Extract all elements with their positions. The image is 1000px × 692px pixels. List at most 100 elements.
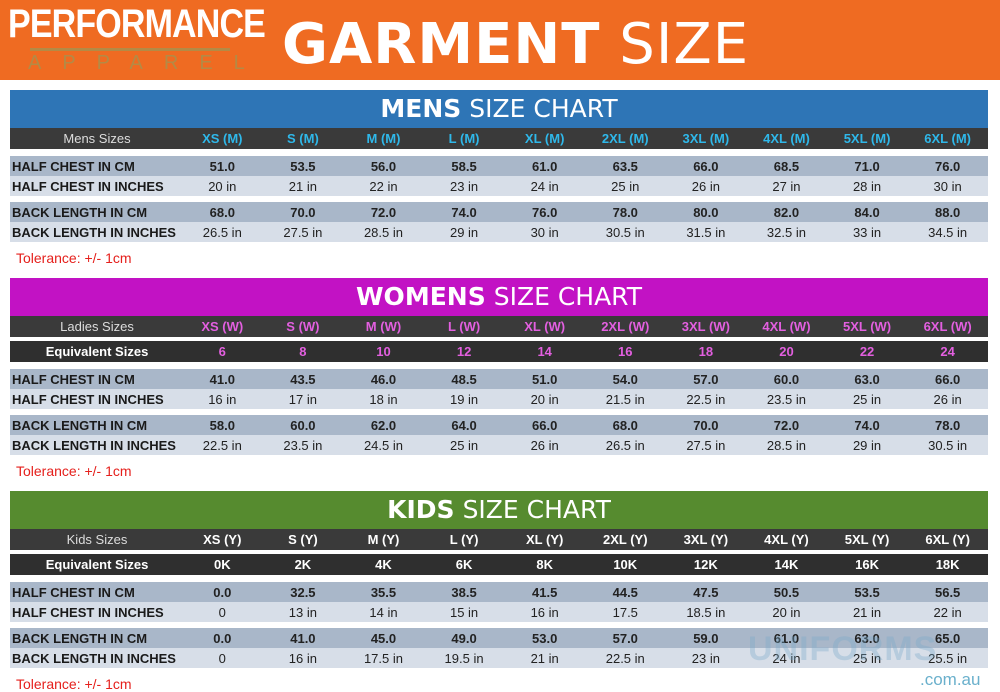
table-cell: 20 in bbox=[772, 604, 801, 620]
table-cell: 62.0 bbox=[370, 417, 397, 433]
equivalent-size: 16 bbox=[618, 344, 633, 359]
table-cell: 72.0 bbox=[370, 204, 397, 220]
table-cell: 71.0 bbox=[854, 158, 880, 174]
womens-banner-bold: WOMENS bbox=[355, 282, 486, 311]
table-cell: 26.5 in bbox=[202, 224, 242, 240]
size-header: S (W) bbox=[286, 319, 320, 334]
row-label: BACK LENGTH IN CM bbox=[12, 630, 148, 646]
table-cell: 16 in bbox=[530, 604, 559, 620]
equivalent-size: 12 bbox=[456, 344, 472, 359]
table-cell: 66.0 bbox=[693, 158, 719, 174]
table-cell: 27 in bbox=[772, 178, 801, 194]
size-header: XL (Y) bbox=[526, 532, 564, 547]
table-cell: 50.5 bbox=[773, 584, 800, 600]
womens-equivalent-row: Equivalent Sizes 6 8 10 12 14 16 18 20 22 24 bbox=[10, 341, 988, 362]
table-cell: 30.5 in bbox=[605, 224, 645, 240]
table-cell: 25.5 in bbox=[928, 650, 968, 666]
table-cell: 25 in bbox=[611, 178, 640, 194]
equivalent-size: 6K bbox=[455, 557, 473, 572]
table-row: HALF CHEST IN INCHES 20 in 21 in 22 in 23 in… bbox=[10, 176, 988, 196]
table-cell: 25 in bbox=[852, 650, 882, 666]
table-cell: 63.5 bbox=[612, 158, 638, 174]
watermark-domain: .com.au bbox=[920, 670, 981, 689]
row-label: HALF CHEST IN CM bbox=[12, 158, 135, 174]
row-label: HALF CHEST IN INCHES bbox=[12, 391, 164, 407]
sizes-label: Mens Sizes bbox=[63, 131, 131, 146]
page-header: PERFORMANCE APPAREL GARMENT SIZE CHARTS. bbox=[0, 0, 1000, 142]
tolerance-note: Tolerance: +/- 1cm bbox=[16, 463, 132, 479]
table-cell: 78.0 bbox=[612, 204, 638, 220]
womens-size-chart: WOMENS SIZE CHART Ladies Sizes XS (W) S (W) M… bbox=[10, 278, 988, 479]
table-cell: 61.0 bbox=[532, 158, 558, 174]
table-cell: 51.0 bbox=[209, 158, 235, 174]
table-cell: 49.0 bbox=[451, 630, 477, 646]
equivalent-size: 4K bbox=[375, 557, 392, 572]
size-header: S (Y) bbox=[288, 532, 318, 547]
table-cell: 32.5 in bbox=[766, 224, 806, 240]
table-cell: 84.0 bbox=[854, 204, 880, 220]
row-spacer bbox=[10, 575, 988, 582]
table-cell: 26.5 in bbox=[605, 437, 645, 453]
table-cell: 58.0 bbox=[209, 417, 235, 433]
table-cell: 24.5 in bbox=[363, 437, 403, 453]
size-header: S (M) bbox=[287, 131, 319, 146]
womens-banner-rest: SIZE CHART bbox=[493, 282, 642, 311]
size-header: L (M) bbox=[448, 131, 480, 146]
equivalent-size: 14 bbox=[537, 344, 552, 359]
size-header: 6XL (M) bbox=[924, 131, 971, 146]
equivalent-size: 6 bbox=[218, 344, 226, 359]
table-cell: 78.0 bbox=[934, 417, 961, 433]
table-cell: 20 in bbox=[208, 178, 237, 194]
table-cell: 28 in bbox=[852, 178, 882, 194]
equivalent-size: 12K bbox=[693, 557, 718, 572]
table-row: BACK LENGTH IN CM 68.0 70.0 72.0 74.0 76.0 78.… bbox=[10, 202, 988, 222]
row-spacer bbox=[10, 362, 988, 369]
brand-subtitle: APPAREL bbox=[28, 52, 266, 74]
row-label: BACK LENGTH IN INCHES bbox=[12, 224, 176, 240]
row-label: BACK LENGTH IN CM bbox=[12, 417, 148, 433]
table-cell: 19.5 in bbox=[444, 650, 484, 666]
size-header: 4XL (W) bbox=[762, 319, 811, 334]
table-cell: 17.5 bbox=[612, 604, 638, 620]
mens-size-chart: MENS SIZE CHART Mens Sizes XS (M) S (M) M (M)… bbox=[10, 90, 988, 266]
equivalent-size: 18 bbox=[698, 344, 714, 359]
table-cell: 38.5 bbox=[451, 584, 477, 600]
table-cell: 23.5 in bbox=[283, 437, 323, 453]
equivalent-size: 24 bbox=[940, 344, 955, 359]
equivalent-size: 22 bbox=[859, 344, 875, 359]
table-cell: 21 in bbox=[530, 650, 559, 666]
table-cell: 16 in bbox=[208, 391, 237, 407]
table-cell: 41.0 bbox=[290, 630, 316, 646]
table-cell: 19 in bbox=[449, 391, 479, 407]
table-cell: 76.0 bbox=[532, 204, 558, 220]
table-cell: 0 bbox=[218, 604, 226, 620]
tolerance-note: Tolerance: +/- 1cm bbox=[16, 676, 132, 692]
size-header: 3XL (W) bbox=[681, 319, 730, 334]
table-cell: 27.5 in bbox=[283, 224, 323, 240]
table-cell: 22 in bbox=[933, 604, 962, 620]
size-header: L (Y) bbox=[449, 532, 479, 547]
kids-size-chart: KIDS SIZE CHART Kids Sizes XS (Y) S (Y) M (Y)… bbox=[10, 491, 988, 692]
table-cell: 21 in bbox=[288, 178, 317, 194]
table-cell: 25 in bbox=[449, 437, 479, 453]
table-cell: 41.5 bbox=[532, 584, 558, 600]
mens-banner-rest: SIZE CHART bbox=[469, 94, 618, 123]
table-cell: 0 bbox=[218, 650, 226, 666]
table-cell: 43.5 bbox=[290, 371, 316, 387]
size-header: XS (Y) bbox=[203, 532, 242, 547]
table-cell: 16 in bbox=[288, 650, 317, 666]
table-cell: 21.5 in bbox=[605, 391, 645, 407]
size-header: XS (W) bbox=[201, 319, 244, 334]
table-cell: 66.0 bbox=[532, 417, 558, 433]
table-row: HALF CHEST IN INCHES 16 in 17 in 18 in 19 in… bbox=[10, 389, 988, 409]
table-cell: 59.0 bbox=[693, 630, 719, 646]
table-cell: 15 in bbox=[449, 604, 479, 620]
equivalent-size: 0K bbox=[213, 557, 231, 572]
table-cell: 30.5 in bbox=[928, 437, 968, 453]
watermark-logo: UNIFORMS bbox=[748, 630, 938, 668]
equivalent-size: 2K bbox=[294, 557, 312, 572]
size-header: 5XL (W) bbox=[842, 319, 892, 334]
table-cell: 30 in bbox=[933, 178, 962, 194]
table-cell: 53.0 bbox=[532, 630, 558, 646]
table-cell: 54.0 bbox=[612, 371, 638, 387]
